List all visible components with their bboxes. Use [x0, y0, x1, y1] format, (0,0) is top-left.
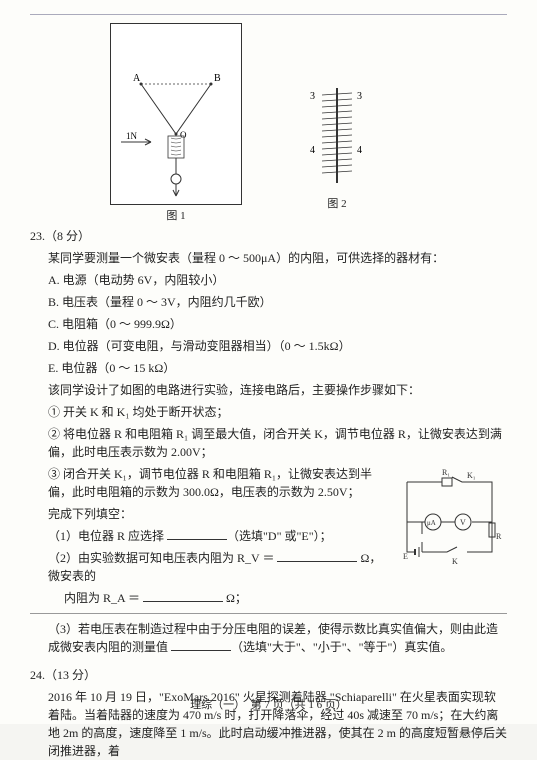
- q23-E: E. 电位器（0 ～ 15 kΩ）: [30, 359, 507, 377]
- fig2-label: 图 2: [302, 195, 372, 211]
- mid-rule: [30, 613, 507, 614]
- svg-text:4: 4: [357, 145, 362, 156]
- q23-D: D. 电位器（可变电阻，与滑动变阻器相当）（0 ～ 1.5kΩ）: [30, 337, 507, 355]
- circuit-diagram: R₁ K₁ μA V K R E: [397, 467, 507, 571]
- figure-row: A B O 1N 图 1: [110, 23, 507, 223]
- q24-head: 24.（13 分）: [30, 666, 507, 684]
- fig1-label: 图 1: [110, 207, 242, 223]
- blank-3: [143, 589, 223, 602]
- q23-head: 23.（8 分）: [30, 227, 507, 245]
- figure-2-wrap: 3 3 4 4 图 2: [302, 83, 372, 211]
- svg-text:K₁: K₁: [467, 471, 476, 480]
- fig1-svg: A B O 1N: [111, 24, 241, 204]
- q23-A: A. 电源（电动势 6V，内阻较小）: [30, 271, 507, 289]
- page-footer: 理综（一） 第 7 页（共 1 6 页）: [0, 696, 537, 712]
- top-rule: [30, 14, 507, 15]
- blank-4: [171, 638, 231, 651]
- svg-text:R: R: [496, 532, 502, 541]
- p2a: （2）由实验数据可知电压表内阻为 R_V ＝: [48, 551, 277, 565]
- svg-text:3: 3: [310, 91, 315, 102]
- q23-s2: ② 将电位器 R 和电阻箱 R₁ 调至最大值，闭合开关 K，调节电位器 R，让微…: [30, 425, 507, 461]
- svg-text:B: B: [214, 73, 221, 84]
- figure-1-wrap: A B O 1N 图 1: [110, 23, 242, 223]
- svg-text:3: 3: [357, 91, 362, 102]
- blank-1: [167, 527, 227, 540]
- svg-text:K: K: [452, 557, 458, 566]
- q23-B: B. 电压表（量程 0 ～ 3V，内阻约几千欧）: [30, 293, 507, 311]
- svg-text:O: O: [180, 130, 187, 140]
- q23-p3: （3）若电压表在制造过程中由于分压电阻的误差，使得示数比真实值偏大，则由此造成微…: [30, 620, 507, 656]
- p2d: Ω；: [223, 591, 247, 605]
- fig2-svg: 3 3 4 4: [302, 83, 372, 193]
- figure-1: A B O 1N: [110, 23, 242, 205]
- svg-text:V: V: [460, 518, 466, 527]
- q23-s1: ① 开关 K 和 K₁ 均处于断开状态；: [30, 403, 507, 421]
- svg-text:R₁: R₁: [442, 468, 450, 477]
- q23-C: C. 电阻箱（0 ～ 999.9Ω）: [30, 315, 507, 333]
- svg-text:E: E: [403, 552, 408, 561]
- svg-text:A: A: [133, 73, 141, 84]
- p1a: （1）电位器 R 应选择: [48, 529, 167, 543]
- exam-page: A B O 1N 图 1: [0, 0, 537, 724]
- q23-p2c: 内阻为 R_A ＝ Ω；: [30, 589, 507, 607]
- q23-intro: 某同学要测量一个微安表（量程 0 ～ 500μA）的内阻，可供选择的器材有：: [30, 249, 507, 267]
- p1b: （选填"D" 或"E"）；: [227, 529, 332, 543]
- q23-design: 该同学设计了如图的电路进行实验，连接电路后，主要操作步骤如下：: [30, 381, 507, 399]
- svg-text:μA: μA: [427, 519, 436, 527]
- blank-2: [277, 549, 357, 562]
- p2c: 内阻为 R_A ＝: [64, 591, 143, 605]
- svg-text:4: 4: [310, 145, 315, 156]
- svg-text:1N: 1N: [126, 131, 138, 141]
- p3b: （选填"大于"、"小于"、"等于"）真实值。: [231, 640, 452, 654]
